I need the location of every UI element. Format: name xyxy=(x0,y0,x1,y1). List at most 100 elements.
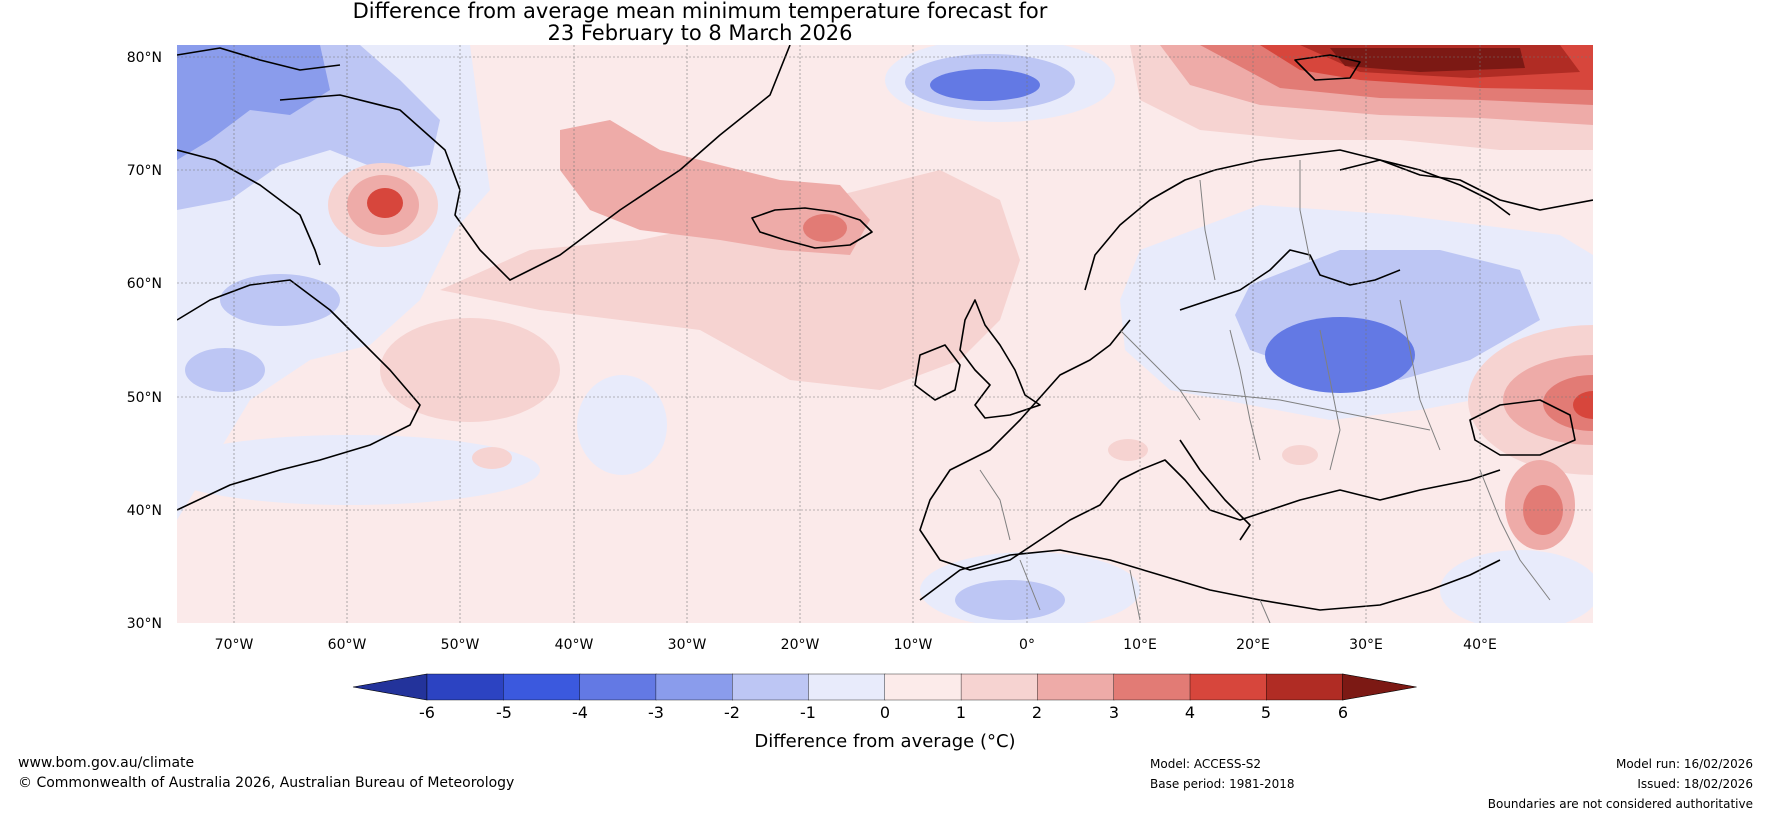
colorbar-segments xyxy=(352,673,1417,701)
colorbar-tick-label: 3 xyxy=(1109,703,1119,722)
red-region-atlantic-west xyxy=(380,318,560,422)
border-africa xyxy=(1019,559,1271,623)
colorbar-segment xyxy=(960,673,1039,701)
blue-region-north-africa-2 xyxy=(955,580,1065,620)
red-region-greenland-iceland xyxy=(560,120,870,255)
red-region-iceland-core xyxy=(803,214,847,242)
colorbar-label: Difference from average (°C) xyxy=(754,731,1015,752)
coast-north-africa xyxy=(919,549,1501,611)
coast-europe-west xyxy=(919,319,1131,571)
longitude-labels: 70°W 60°W 50°W 40°W 30°W 20°W 10°W 0° 10… xyxy=(215,637,1497,653)
colorbar-segment xyxy=(808,673,886,701)
coast-russia-arctic xyxy=(1339,159,1593,211)
cool-anomaly-regions xyxy=(177,45,1593,623)
lon-label: 60°W xyxy=(328,637,367,653)
blue-region-belarus xyxy=(1265,317,1415,393)
border-scandinavia xyxy=(1199,160,1311,281)
lat-label: 60°N xyxy=(127,276,162,292)
lon-label: 20°W xyxy=(781,637,820,653)
coast-labrador xyxy=(177,279,421,511)
colorbar-segment xyxy=(884,673,962,701)
coast-baltic xyxy=(1179,249,1401,311)
colorbar-segment xyxy=(1037,673,1115,701)
lon-label: 30°E xyxy=(1349,637,1383,653)
red-region-russia-south-3 xyxy=(1543,375,1593,431)
lon-label: 40°E xyxy=(1463,637,1497,653)
red-region-barents-6 xyxy=(1330,48,1525,72)
blue-region-newfoundland xyxy=(185,348,265,392)
coast-svalbard xyxy=(1294,54,1361,81)
lat-label: 30°N xyxy=(127,616,162,632)
red-region-atlantic-small xyxy=(472,447,512,469)
footer-copyright: © Commonwealth of Australia 2026, Austra… xyxy=(18,775,515,791)
lon-label: 20°E xyxy=(1236,637,1270,653)
lon-label: 10°E xyxy=(1123,637,1157,653)
national-borders xyxy=(979,160,1551,623)
blue-region-baffin xyxy=(177,45,330,160)
blue-region-atlantic-central xyxy=(577,375,667,475)
colorbar-tick-label: 6 xyxy=(1338,703,1348,722)
red-region-balkans xyxy=(1282,445,1318,465)
lon-label: 10°W xyxy=(894,637,933,653)
coast-baffin xyxy=(177,149,321,266)
coast-ireland xyxy=(914,344,961,401)
colorbar-arrow-low xyxy=(352,673,428,701)
border-middle-east xyxy=(1479,469,1551,601)
lon-label: 50°W xyxy=(441,637,480,653)
footer-base-period: Base period: 1981-2018 xyxy=(1150,777,1295,791)
coast-greenland xyxy=(279,45,791,281)
colorbar-tick-label: -2 xyxy=(724,703,740,722)
blue-region-labrador-sea xyxy=(220,274,340,326)
colorbar-tick-label: -4 xyxy=(572,703,588,722)
lat-label: 80°N xyxy=(127,50,162,66)
colorbar: -6 -5 -4 -3 -2 -1 0 1 2 3 4 5 6 Differen… xyxy=(352,673,1417,752)
colorbar-tick-label: 4 xyxy=(1185,703,1195,722)
colorbar-segment xyxy=(1189,673,1268,701)
border-europe-5 xyxy=(1399,299,1441,451)
coast-italy xyxy=(1179,439,1251,541)
border-europe-1 xyxy=(1119,329,1201,421)
lon-label: 70°W xyxy=(215,637,254,653)
colorbar-tick-label: 2 xyxy=(1032,703,1042,722)
map-title-line-2: 23 February to 8 March 2026 xyxy=(547,21,853,45)
colorbar-tick-label: -6 xyxy=(419,703,435,722)
lat-label: 70°N xyxy=(127,163,162,179)
red-region-russia-south-4 xyxy=(1573,391,1593,419)
colorbar-ticks: -6 -5 -4 -3 -2 -1 0 1 2 3 4 5 6 xyxy=(419,703,1348,722)
colorbar-segment xyxy=(426,673,505,701)
border-iberia xyxy=(979,469,1011,541)
map-panel xyxy=(177,45,1593,623)
lon-label: 40°W xyxy=(555,637,594,653)
map-title-line-1: Difference from average mean minimum tem… xyxy=(352,0,1048,23)
lat-label: 40°N xyxy=(127,503,162,519)
coast-iceland xyxy=(751,207,873,249)
colorbar-tick-label: 0 xyxy=(880,703,890,722)
coast-great-britain xyxy=(959,299,1041,419)
footer-disclaimer: Boundaries are not considered authoritat… xyxy=(1487,797,1753,811)
lon-label: 0° xyxy=(1019,637,1035,653)
colorbar-segment xyxy=(1113,673,1191,701)
border-europe-2 xyxy=(1179,389,1431,431)
footer-model-run: Model run: 16/02/2026 xyxy=(1615,757,1753,771)
blue-region-svalbard-sea-3 xyxy=(930,69,1040,101)
coast-scandinavia xyxy=(1084,149,1511,291)
colorbar-arrow-high xyxy=(1342,673,1417,701)
red-region-italy xyxy=(1108,439,1148,461)
colorbar-tick-label: -1 xyxy=(800,703,816,722)
footer-website: www.bom.gov.au/climate xyxy=(18,755,195,771)
colorbar-segment xyxy=(503,673,581,701)
gridlines xyxy=(177,45,1593,623)
latitude-labels: 80°N 70°N 60°N 50°N 40°N 30°N xyxy=(127,50,162,632)
colorbar-segment xyxy=(1266,673,1344,701)
coast-black-sea xyxy=(1469,399,1576,456)
blue-region-middle-east xyxy=(1440,550,1593,623)
footer-model: Model: ACCESS-S2 xyxy=(1150,757,1262,771)
red-region-north-atlantic xyxy=(440,170,1020,390)
red-region-baffin-bay-3 xyxy=(367,188,403,218)
footer-issued: Issued: 18/02/2026 xyxy=(1637,777,1753,791)
colorbar-tick-label: 5 xyxy=(1261,703,1271,722)
coast-ellesmere xyxy=(177,47,341,71)
colorbar-tick-label: -5 xyxy=(496,703,512,722)
colorbar-segment xyxy=(655,673,733,701)
